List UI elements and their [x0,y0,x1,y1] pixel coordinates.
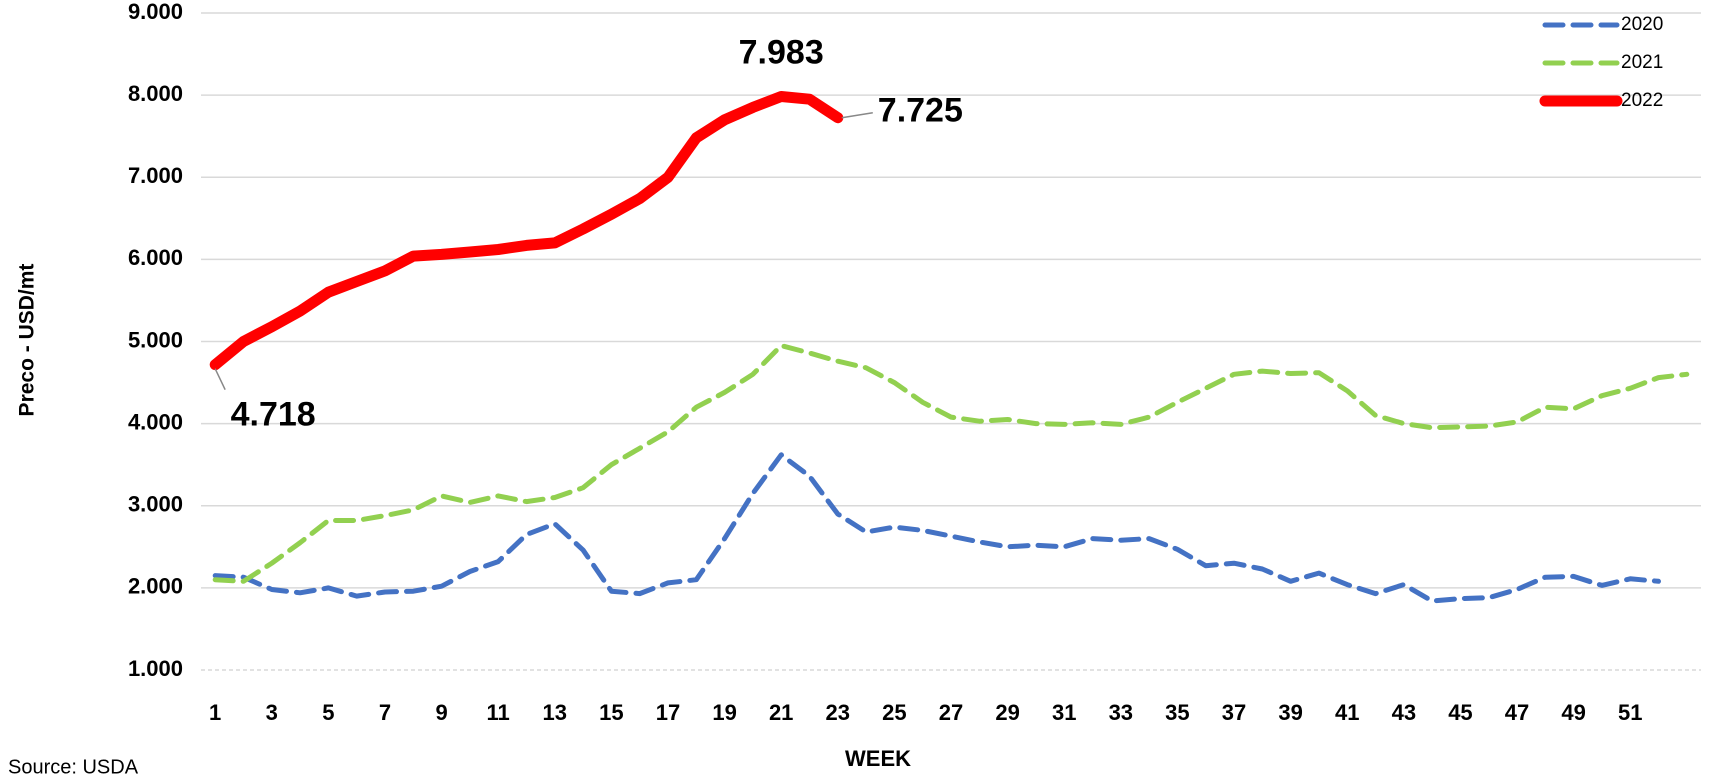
x-tick-label: 5 [322,700,334,725]
x-tick-label: 13 [543,700,567,725]
x-tick-label: 21 [769,700,793,725]
x-tick-label: 39 [1278,700,1302,725]
x-tick-label: 23 [826,700,850,725]
y-tick-label: 8.000 [128,81,183,106]
x-tick-label: 19 [712,700,736,725]
source: Source: USDA [8,756,139,778]
x-tick-label: 9 [435,700,447,725]
line-2020 [212,452,1661,604]
x-tick-label: 27 [939,700,963,725]
y-axis-label: Preco - USD/mt [16,264,39,417]
y-tick-label: 4.000 [128,409,183,434]
x-axis-label: WEEK [845,746,911,771]
x-tick-label: 51 [1618,700,1642,725]
legend-label: 2020 [1621,14,1663,35]
legend-label: 2021 [1621,52,1663,73]
x-tick-label: 25 [882,700,906,725]
x-tick-label: 37 [1222,700,1246,725]
x-tick-label: 1 [209,700,221,725]
y-tick-label: 2.000 [128,574,183,599]
y-tick-label: 1.000 [128,656,183,681]
data-label: 7.725 [878,92,963,130]
x-tick-label: 3 [266,700,278,725]
data-label: 4.718 [231,396,316,434]
x-tick-label: 17 [656,700,680,725]
line-2021 [212,343,1690,584]
x-tick-label: 15 [599,700,623,725]
y-tick-label: 3.000 [128,492,183,517]
x-tick-label: 11 [487,700,510,725]
y-tick-label: 7.000 [128,163,183,188]
x-tick-label: 29 [995,700,1019,725]
x-tick-label: 31 [1052,700,1076,725]
leader-line [841,111,873,119]
line-2022 [209,91,844,371]
legend-label: 2022 [1621,90,1663,111]
leader-line [214,368,226,390]
x-tick-label: 33 [1109,700,1133,725]
y-tick-label: 5.000 [128,327,183,352]
x-tick-label: 35 [1165,700,1189,725]
y-tick-label: 9.000 [128,0,183,24]
x-tick-label: 49 [1561,700,1585,725]
x-tick-label: 41 [1335,700,1359,725]
x-tick-label: 45 [1448,700,1472,725]
data-label: 7.983 [739,34,824,72]
x-tick-label: 47 [1505,700,1529,725]
x-tick-label: 7 [379,700,391,725]
y-tick-label: 6.000 [128,245,183,270]
x-tick-label: 43 [1392,700,1416,725]
